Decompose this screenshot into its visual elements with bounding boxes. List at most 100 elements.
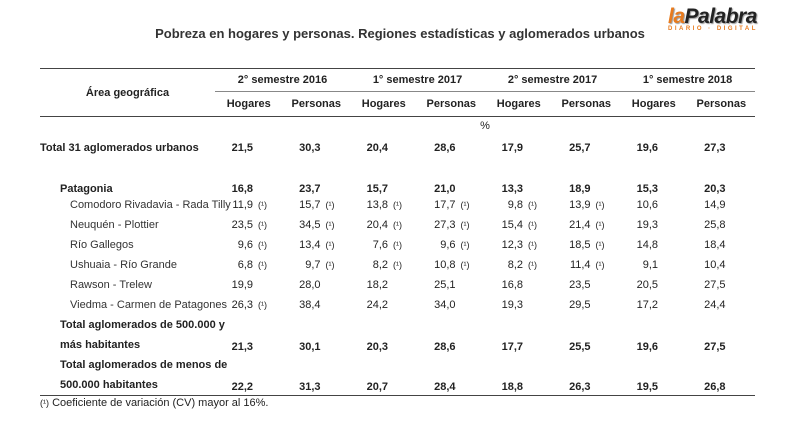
value-cell: 27,5	[688, 275, 756, 295]
value-cell: 25,5	[553, 315, 621, 355]
period-header: 2° semestre 2017	[485, 68, 621, 92]
value-cell: 20,4	[350, 135, 418, 161]
row-label: Comodoro Rivadavia - Rada Tilly	[40, 195, 231, 215]
row-label: Total 31 aglomerados urbanos	[40, 135, 215, 161]
row-label: Total aglomerados de menos de 500.000 hab…	[40, 355, 227, 396]
value: 29,5	[569, 298, 591, 311]
value: 8,2	[372, 258, 389, 271]
value-cell: 8,2 (¹)	[485, 255, 553, 275]
cv-marker: (¹)	[595, 199, 605, 210]
value-cell: 34,5 (¹)	[283, 215, 351, 235]
cv-marker: (¹)	[460, 239, 470, 250]
value-cell: 9,7 (¹)	[283, 255, 351, 275]
logo-tagline: DIARIO · DIGITAL	[668, 26, 758, 32]
value-cell: 19,6	[620, 315, 688, 355]
value: 17,7	[434, 198, 456, 211]
cv-marker: (¹)	[460, 199, 470, 210]
cv-marker: (¹)	[595, 239, 605, 250]
logo-prefix: la	[668, 5, 685, 28]
value-cell: 24,2	[350, 295, 418, 315]
table-row: Neuquén - Plottier 23,5 (¹) 34,5 (¹) 20,4 (¹) 2…	[40, 215, 755, 235]
row-label-text: Total 31 aglomerados urbanos	[40, 141, 199, 154]
cv-marker: (¹)	[258, 259, 267, 270]
value: 9,7	[305, 258, 321, 271]
table-row: Patagonia 16,8 23,7 15,7 21,0 13,3 18,9 15,3 20,…	[40, 161, 755, 195]
value: 15,7	[299, 198, 321, 211]
table-title: Pobreza en hogares y personas. Regiones …	[155, 26, 645, 41]
value-cell: 18,9	[553, 161, 621, 195]
value-cell: 25,8	[688, 215, 756, 235]
value: 20,4	[366, 218, 389, 231]
value-cell: 25,7	[553, 135, 621, 161]
row-label: Río Gallegos	[40, 235, 215, 255]
row-label-text: más habitantes	[60, 338, 141, 351]
value-cell: 30,1	[283, 315, 351, 355]
value-cell: 23,7	[283, 161, 351, 195]
value: 21,4	[569, 218, 591, 231]
value: 26,3	[231, 298, 253, 311]
value: 26,8	[704, 380, 726, 393]
cv-marker: (¹)	[258, 239, 267, 250]
lapalabra-logo: laPalabra DIARIO · DIGITAL	[668, 5, 793, 32]
value: 17,9	[501, 141, 524, 154]
value: 20,7	[366, 380, 389, 393]
value-cell: 16,8	[215, 161, 283, 195]
value: 13,3	[501, 182, 524, 195]
row-label-text: Ushuaia - Río Grande	[70, 258, 177, 271]
cv-marker: (¹)	[393, 259, 403, 270]
period-header: 1° semestre 2018	[620, 68, 756, 92]
value-cell: 8,2 (¹)	[350, 255, 418, 275]
cv-marker: (¹)	[325, 219, 335, 230]
area-header: Área geográfica	[40, 68, 215, 117]
value-cell: 15,7 (¹)	[283, 195, 351, 215]
value: 23,7	[299, 182, 321, 195]
value: 26,3	[569, 380, 591, 393]
value: 12,3	[501, 238, 524, 251]
value-cell: 17,7	[485, 315, 553, 355]
footnote: (¹) Coeficiente de variación (CV) mayor …	[40, 397, 269, 409]
subheader-personas: Personas	[561, 98, 612, 110]
value: 20,4	[366, 141, 389, 154]
value-cell: 10,8 (¹)	[418, 255, 486, 275]
value-cell: 28,6	[418, 135, 486, 161]
value: 10,8	[434, 258, 456, 271]
value: 13,4	[299, 238, 321, 251]
cv-marker: (¹)	[528, 259, 538, 270]
value-cell: 34,0	[418, 295, 486, 315]
value: 13,8	[366, 198, 389, 211]
value-cell: 14,9	[688, 195, 756, 215]
value: 19,6	[636, 141, 659, 154]
value-cell: 9,6 (¹)	[215, 235, 283, 255]
cv-marker: (¹)	[393, 199, 403, 210]
value: 18,5	[569, 238, 591, 251]
value: 19,6	[636, 340, 659, 353]
cv-marker: (¹)	[325, 239, 335, 250]
subheader-personas: Personas	[696, 98, 747, 110]
value: 28,6	[434, 141, 456, 154]
cv-marker: (¹)	[325, 259, 335, 270]
value-cell: 19,5	[620, 355, 688, 396]
table-row: Total aglomerados de 500.000 y más habita…	[40, 315, 755, 355]
value: 28,0	[299, 278, 321, 291]
value: 9,6	[237, 238, 253, 251]
cv-marker: (¹)	[393, 239, 403, 250]
cv-marker: (¹)	[595, 219, 605, 230]
value: 15,7	[366, 182, 389, 195]
value-cell: 17,2	[620, 295, 688, 315]
value: 24,2	[366, 298, 389, 311]
row-label: Viedma - Carmen de Patagones	[40, 295, 227, 315]
value-cell: 20,7	[350, 355, 418, 396]
value: 18,4	[704, 238, 726, 251]
value-cell: 11,4 (¹)	[553, 255, 621, 275]
row-label: Ushuaia - Río Grande	[40, 255, 215, 275]
value-cell: 13,4 (¹)	[283, 235, 351, 255]
value: 25,1	[434, 278, 456, 291]
value: 28,6	[434, 340, 456, 353]
value-cell: 11,9 (¹)	[215, 195, 283, 215]
value-cell: 29,5	[553, 295, 621, 315]
value: 25,7	[569, 141, 591, 154]
value: 9,6	[440, 238, 456, 251]
value-cell: 9,1	[620, 255, 688, 275]
table-row: Total aglomerados de menos de 500.000 hab…	[40, 355, 756, 396]
value-cell: 16,8	[485, 275, 553, 295]
